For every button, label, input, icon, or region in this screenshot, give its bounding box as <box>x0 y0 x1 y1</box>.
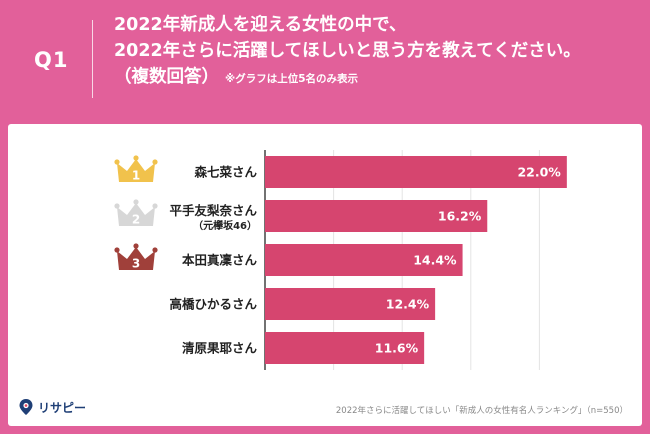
question-text: 2022年新成人を迎える女性の中で、 2022年さらに活躍してほしいと思う方を教… <box>114 12 581 92</box>
bar-4 <box>265 288 436 320</box>
crown-jewel <box>114 159 120 165</box>
crown-icon <box>117 203 155 226</box>
question-divider <box>92 20 93 98</box>
rank-number: 2 <box>132 213 140 227</box>
bar-5 <box>265 332 425 364</box>
rank-number: 1 <box>132 169 140 183</box>
category-label: 清原果耶さん <box>182 341 258 356</box>
crown-icon <box>117 159 155 182</box>
crown-jewel <box>133 155 139 161</box>
ranking-bar-chart: 22.0% 森七菜さん 1 16.2% 平手友梨奈さん（元欅坂46） 2 14.4% 本田真凜… <box>114 150 567 370</box>
bar-value-label: 14.4% <box>413 253 457 268</box>
crown-jewel <box>114 247 120 253</box>
crown-jewel <box>133 243 139 249</box>
bar-value-label: 22.0% <box>517 165 561 180</box>
question-header: Q1 2022年新成人を迎える女性の中で、 2022年さらに活躍してほしいと思う… <box>0 0 650 118</box>
crown-jewel <box>114 203 120 209</box>
question-line-1: 2022年新成人を迎える女性の中で、 <box>114 15 407 35</box>
rank-number: 3 <box>132 257 140 271</box>
bar-value-label: 11.6% <box>375 341 419 356</box>
category-sublabel: （元欅坂46） <box>193 219 257 232</box>
source-note: 2022年さらに活躍してほしい「新成人の女性有名人ランキング」（n=550） <box>335 406 628 416</box>
bar-value-label: 12.4% <box>386 297 430 312</box>
crown-jewel <box>152 159 158 165</box>
category-label: 森七菜さん <box>194 165 257 180</box>
bar-2 <box>265 200 488 232</box>
category-label: 平手友梨奈さん <box>169 203 257 218</box>
bar-value-label: 16.2% <box>438 209 482 224</box>
crown-icon <box>117 247 155 270</box>
crown-jewel <box>152 203 158 209</box>
question-note: ※グラフは上位5名のみ表示 <box>225 73 359 85</box>
bar-3 <box>265 244 463 276</box>
brand-logo: リサピー <box>18 398 86 416</box>
question-number: Q1 <box>34 48 69 72</box>
category-label: 高橋ひかるさん <box>169 297 257 312</box>
chart-card: 22.0% 森七菜さん 1 16.2% 平手友梨奈さん （元欅坂46） 2 14.4% 本田真凜… <box>8 124 642 426</box>
question-line-2: 2022年さらに活躍してほしいと思う方を教えてください。 <box>114 41 581 61</box>
crown-jewel <box>133 199 139 205</box>
crown-jewel <box>152 247 158 253</box>
category-label: 本田真凜さん <box>182 253 258 268</box>
question-answer-type: （複数回答） <box>114 67 219 87</box>
logo-text: リサピー <box>38 400 87 415</box>
bar-1 <box>265 156 567 188</box>
location-pin-icon <box>19 399 33 415</box>
